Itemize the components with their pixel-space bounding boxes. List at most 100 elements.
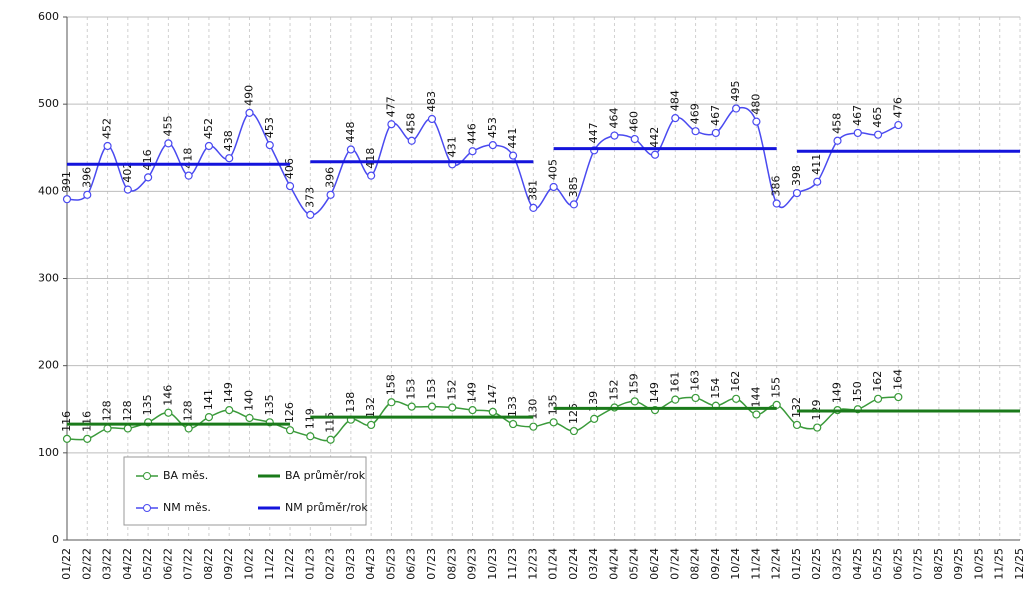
point-marker [346,145,355,154]
point-marker [407,402,416,411]
data-label: 373 [303,187,316,208]
point-marker [671,395,680,404]
legend: BA měs. BA průměr/rok NM měs. NM průměr/rok [123,456,368,526]
point-marker [894,392,903,402]
data-label: 158 [384,374,397,395]
x-tick-label: 11/24 [749,548,762,580]
data-label: 135 [141,394,154,415]
x-tick-label: 04/22 [121,548,134,580]
point-marker [488,407,497,416]
data-label: 452 [202,118,215,139]
point-marker [62,195,72,204]
x-tick-label: 05/23 [384,548,397,580]
data-label: 149 [831,382,844,403]
point-marker [508,151,518,160]
point-marker [610,131,619,140]
data-label: 152 [445,380,458,401]
y-tick-label: 200 [38,359,59,372]
point-marker [123,185,132,194]
point-marker [468,406,477,415]
point-marker [468,147,477,156]
point-marker [326,435,335,444]
point-marker [691,393,700,403]
data-label: 128 [121,400,134,421]
data-label: 128 [182,400,195,421]
data-label: 146 [161,385,174,406]
x-tick-label: 03/25 [831,548,844,580]
data-label: 391 [60,171,73,192]
point-marker [691,127,700,136]
point-marker [204,141,214,151]
data-label: 431 [445,136,458,157]
x-tick-label: 06/25 [891,548,904,580]
data-label: 162 [871,371,884,392]
x-tick-label: 06/24 [648,548,661,580]
x-tick-label: 03/23 [344,548,357,580]
point-marker [833,136,842,145]
x-tick-label: 01/23 [303,548,316,580]
point-marker [448,403,457,412]
point-marker [873,394,883,403]
x-tick-label: 08/24 [689,548,702,580]
data-label: 447 [587,122,600,143]
point-marker [184,171,193,180]
point-marker [387,398,396,407]
point-marker [427,402,437,411]
point-marker [792,420,802,430]
point-marker [387,120,396,129]
point-marker [285,182,295,191]
data-label: 483 [425,91,438,112]
x-tick-label: 09/25 [952,548,965,580]
data-label: 138 [344,392,357,413]
legend-marker [143,472,151,480]
point-marker [549,418,558,427]
point-marker [285,426,295,435]
point-marker [184,424,193,433]
data-label: 116 [80,411,93,432]
point-marker [549,182,558,192]
data-label: 135 [263,394,276,415]
data-label: 126 [283,402,296,423]
x-tick-label: 03/24 [587,548,600,580]
data-label: 446 [466,123,479,144]
point-marker [265,141,274,150]
point-marker [83,434,92,443]
x-tick-label: 11/25 [993,548,1006,580]
data-label: 150 [851,381,864,402]
data-label: 448 [344,121,357,142]
x-tick-label: 04/25 [851,548,864,580]
point-marker [752,410,761,419]
data-label: 149 [466,382,479,403]
x-tick-label: 07/24 [668,548,681,580]
point-marker [488,141,497,150]
point-marker [711,128,720,138]
data-label: 144 [749,386,762,407]
data-label: 406 [283,158,296,179]
data-label: 476 [891,97,904,118]
x-tick-label: 06/22 [161,548,174,580]
point-marker [732,394,741,403]
legend-label: NM průměr/rok [285,501,368,514]
point-marker [427,114,437,124]
data-label: 396 [80,167,93,188]
x-tick-label: 10/22 [242,548,255,580]
x-tick-label: 08/22 [202,548,215,580]
x-tick-label: 02/24 [567,548,580,580]
y-tick-label: 300 [38,272,59,285]
data-label: 130 [526,399,539,420]
point-marker [407,136,416,145]
data-label: 405 [547,159,560,180]
data-label: 163 [689,370,702,391]
data-label: 152 [607,380,620,401]
data-label: 119 [303,408,316,429]
x-tick-label: 08/23 [445,548,458,580]
data-label: 140 [242,390,255,411]
data-label: 458 [405,113,418,134]
data-label: 139 [587,391,600,412]
point-marker [367,420,376,430]
data-label: 453 [263,117,276,138]
legend-box [123,456,367,526]
x-tick-label: 10/25 [972,548,985,580]
point-marker [752,117,761,126]
point-marker [630,134,639,144]
